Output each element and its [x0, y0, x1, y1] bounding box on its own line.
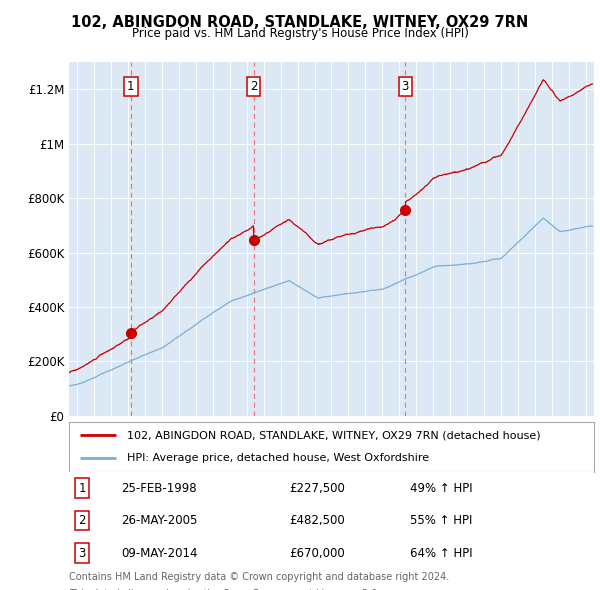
Text: 3: 3: [401, 80, 409, 93]
Text: Contains HM Land Registry data © Crown copyright and database right 2024.: Contains HM Land Registry data © Crown c…: [69, 572, 449, 582]
Text: Price paid vs. HM Land Registry's House Price Index (HPI): Price paid vs. HM Land Registry's House …: [131, 27, 469, 40]
Text: 1: 1: [79, 481, 86, 495]
Text: This data is licensed under the Open Government Licence v3.0.: This data is licensed under the Open Gov…: [69, 589, 380, 590]
Text: 3: 3: [79, 546, 86, 560]
Text: 55% ↑ HPI: 55% ↑ HPI: [410, 514, 473, 527]
Text: 25-FEB-1998: 25-FEB-1998: [121, 481, 197, 495]
Text: 102, ABINGDON ROAD, STANDLAKE, WITNEY, OX29 7RN (detached house): 102, ABINGDON ROAD, STANDLAKE, WITNEY, O…: [127, 430, 541, 440]
Text: £670,000: £670,000: [290, 546, 345, 560]
Text: 2: 2: [250, 80, 257, 93]
Text: 49% ↑ HPI: 49% ↑ HPI: [410, 481, 473, 495]
Text: 102, ABINGDON ROAD, STANDLAKE, WITNEY, OX29 7RN: 102, ABINGDON ROAD, STANDLAKE, WITNEY, O…: [71, 15, 529, 30]
Text: 09-MAY-2014: 09-MAY-2014: [121, 546, 198, 560]
Text: HPI: Average price, detached house, West Oxfordshire: HPI: Average price, detached house, West…: [127, 454, 429, 464]
Text: £227,500: £227,500: [290, 481, 346, 495]
Text: 2: 2: [79, 514, 86, 527]
Text: £482,500: £482,500: [290, 514, 345, 527]
Text: 64% ↑ HPI: 64% ↑ HPI: [410, 546, 473, 560]
Text: 1: 1: [127, 80, 134, 93]
Text: 26-MAY-2005: 26-MAY-2005: [121, 514, 198, 527]
